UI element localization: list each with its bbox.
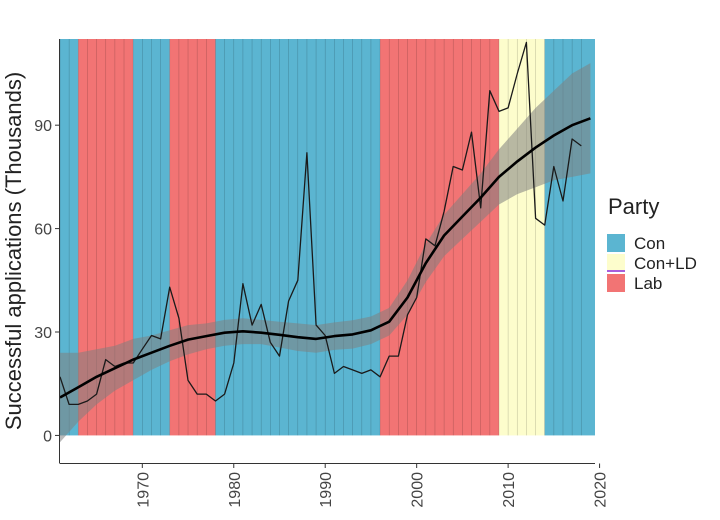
x-tick-label: 2000 bbox=[410, 472, 427, 508]
y-axis-title: Successful applications (Thousands) bbox=[1, 72, 26, 430]
x-tick-label: 2020 bbox=[593, 472, 610, 508]
party-band-lab bbox=[169, 39, 216, 436]
x-tick-label: 1970 bbox=[135, 472, 152, 508]
confidence-ribbon bbox=[60, 63, 591, 443]
raw-series-line bbox=[60, 41, 582, 406]
y-tick-label: 90 bbox=[34, 118, 52, 135]
trend-series bbox=[60, 117, 591, 399]
x-tick-label: 1990 bbox=[318, 472, 335, 508]
trend-line bbox=[60, 117, 591, 399]
legend-key-con-ld bbox=[607, 254, 625, 272]
legend-label: Con+LD bbox=[634, 254, 697, 273]
x-axis-ticks: 1970 1980 1990 2000 2010 2020 bbox=[135, 463, 610, 508]
confidence-band bbox=[60, 63, 591, 443]
legend-key-lab bbox=[607, 274, 625, 292]
y-axis-ticks: 0 30 60 90 bbox=[34, 118, 60, 445]
y-tick-label: 60 bbox=[34, 222, 52, 239]
legend-key-con bbox=[607, 234, 625, 252]
y-tick-label: 0 bbox=[43, 428, 52, 445]
raw-series bbox=[60, 41, 582, 406]
x-tick-label: 1980 bbox=[227, 472, 244, 508]
legend-label: Lab bbox=[634, 274, 662, 293]
legend-title: Party bbox=[608, 194, 659, 219]
x-tick-label: 2010 bbox=[501, 472, 518, 508]
party-band-con bbox=[60, 39, 79, 436]
y-tick-label: 30 bbox=[34, 325, 52, 342]
legend-label: Con bbox=[634, 234, 665, 253]
party-band-con-ld bbox=[498, 39, 545, 436]
